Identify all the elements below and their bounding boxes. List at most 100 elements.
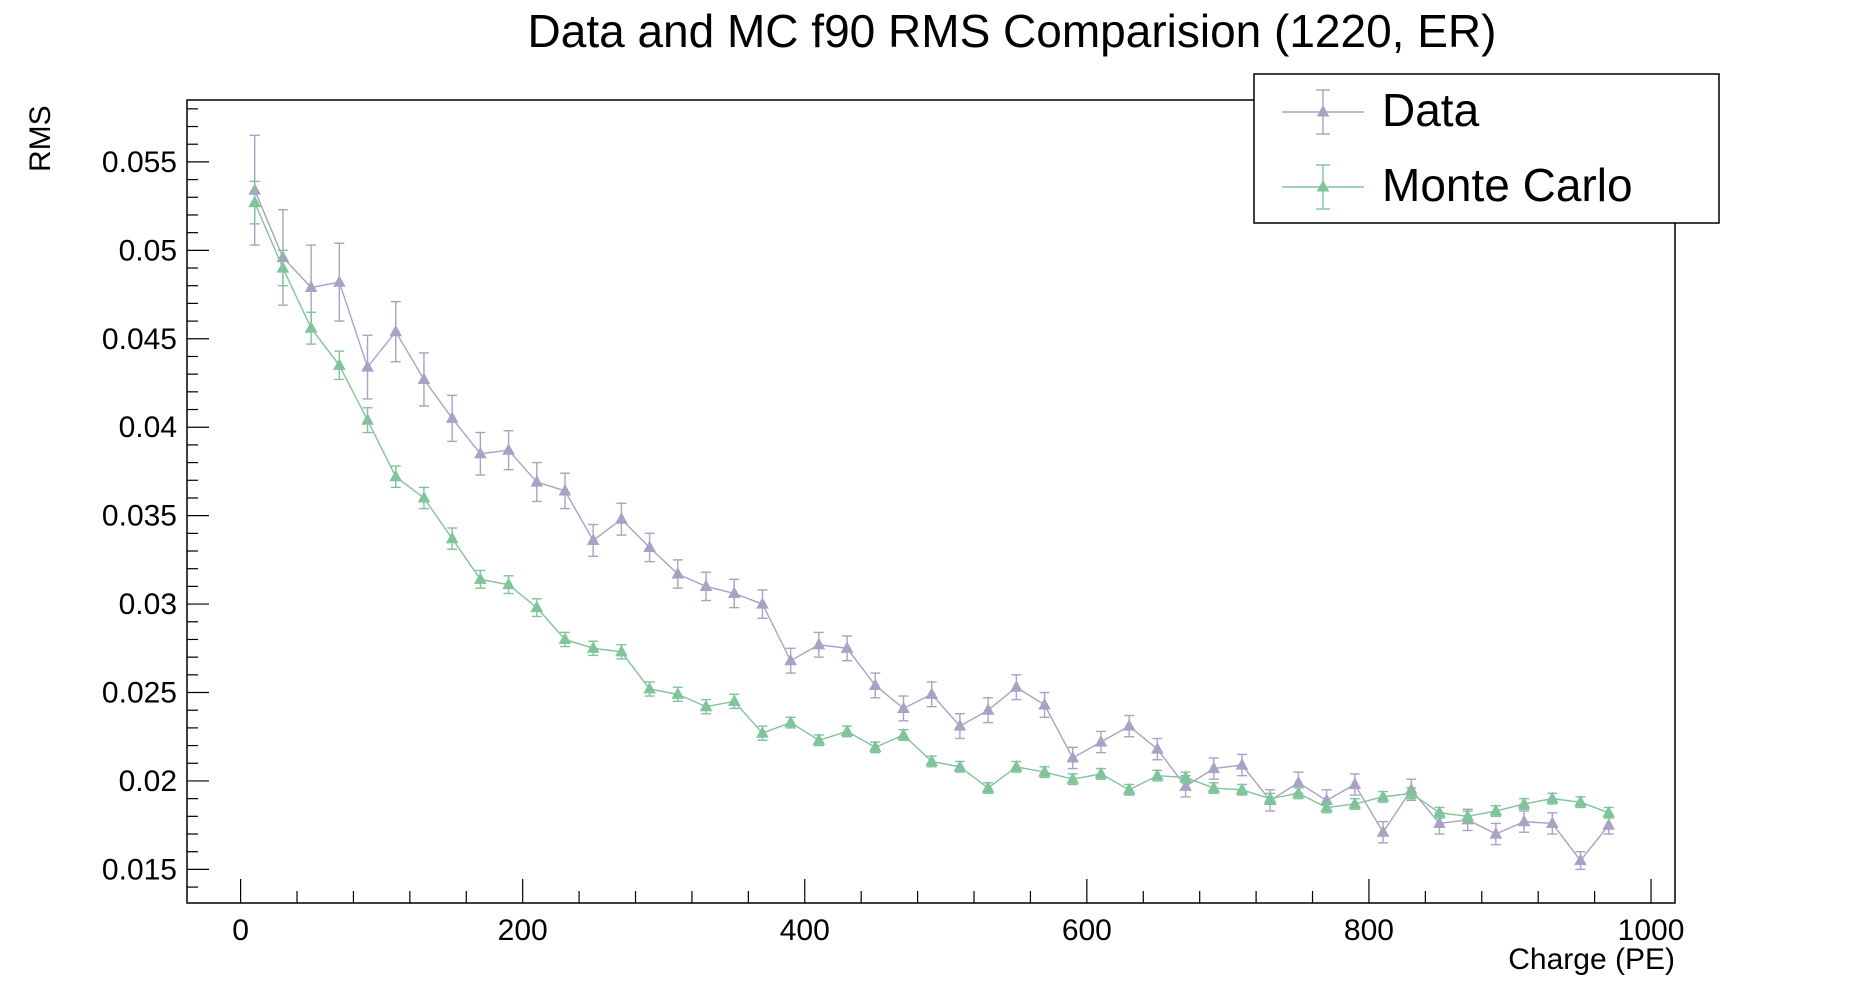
data-point xyxy=(699,579,713,591)
y-tick-label: 0.025 xyxy=(102,677,177,710)
data-point xyxy=(756,597,769,609)
data-point xyxy=(925,687,939,699)
data-point xyxy=(1602,805,1616,818)
data-point xyxy=(1010,759,1023,772)
data-point xyxy=(981,781,995,793)
data-point xyxy=(1348,796,1362,809)
x-tick-label: 200 xyxy=(498,914,548,947)
plot-area: 0.015 0.02 0.025 0.03 0.035 0.04 0.045 0.05 0.05… xyxy=(102,99,1684,947)
data-point xyxy=(389,469,403,482)
data-point xyxy=(1489,804,1503,816)
y-tick-label: 0.04 xyxy=(119,411,177,444)
y-tick-label: 0.045 xyxy=(102,323,177,356)
data-point xyxy=(784,715,797,728)
data-point xyxy=(1010,680,1023,692)
legend-marker xyxy=(1316,180,1330,192)
data-point xyxy=(897,727,910,740)
series-monte-carlo xyxy=(248,180,1616,823)
data-point xyxy=(333,275,346,287)
legend: Data Monte Carlo xyxy=(1253,73,1720,224)
x-axis-label: Charge (PE) xyxy=(1508,943,1675,976)
data-point xyxy=(1151,768,1164,781)
y-axis: 0.015 0.02 0.025 0.03 0.035 0.04 0.045 0.05 0.05… xyxy=(102,108,209,888)
data-point xyxy=(1602,818,1616,830)
data-point xyxy=(812,733,826,745)
y-axis-label: RMS xyxy=(24,105,57,172)
data-point xyxy=(333,358,346,370)
data-point xyxy=(840,641,854,653)
y-tick-label: 0.055 xyxy=(102,146,177,179)
data-point xyxy=(1151,742,1164,754)
data-point xyxy=(1066,750,1080,763)
x-tick-label: 1000 xyxy=(1618,914,1685,947)
y-tick-label: 0.03 xyxy=(119,588,177,621)
data-point xyxy=(1122,719,1136,731)
data-point xyxy=(868,740,882,752)
y-tick-label: 0.02 xyxy=(119,765,177,798)
data-point xyxy=(558,483,572,496)
series-line xyxy=(254,202,1609,818)
data-point xyxy=(304,280,318,293)
data-point xyxy=(756,726,769,738)
data-point xyxy=(1574,853,1587,866)
data-point xyxy=(1376,789,1390,802)
plot-frame xyxy=(186,99,1676,904)
x-axis: 0 200 400 600 800 1000 xyxy=(232,879,1684,947)
data-point xyxy=(361,360,374,372)
data-point xyxy=(502,577,515,590)
data-point xyxy=(1179,779,1192,791)
data-point xyxy=(586,641,600,653)
data-point xyxy=(1066,772,1080,784)
data-point xyxy=(1461,809,1474,821)
data-point xyxy=(1574,795,1587,807)
data-point xyxy=(671,687,685,699)
legend-box xyxy=(1253,73,1720,224)
data-point xyxy=(361,413,374,425)
data-point xyxy=(530,475,544,487)
data-point xyxy=(840,724,854,736)
data-point xyxy=(671,567,685,579)
data-point xyxy=(1038,765,1051,777)
data-point xyxy=(1235,782,1249,795)
data-point xyxy=(1207,781,1221,793)
chart-title: Data and MC f90 RMS Comparision (1220, E… xyxy=(528,5,1497,57)
data-point xyxy=(1348,777,1362,790)
x-tick-label: 600 xyxy=(1062,914,1112,947)
data-point xyxy=(1545,816,1559,828)
data-point xyxy=(1545,791,1559,804)
y-tick-label: 0.035 xyxy=(102,500,177,533)
data-point xyxy=(1292,775,1305,788)
data-point xyxy=(276,261,290,273)
legend-entry: Monte Carlo xyxy=(1282,159,1633,211)
legend-label: Monte Carlo xyxy=(1382,159,1633,211)
data-point xyxy=(615,644,628,657)
data-point xyxy=(530,600,544,613)
data-point xyxy=(474,446,487,459)
legend-label: Data xyxy=(1382,84,1480,136)
data-point xyxy=(727,694,741,706)
data-point xyxy=(1376,825,1390,837)
data-point xyxy=(389,324,403,337)
x-tick-label: 800 xyxy=(1344,914,1394,947)
data-point xyxy=(1292,786,1305,798)
data-point xyxy=(1207,761,1221,774)
data-point xyxy=(1517,796,1531,809)
legend-marker xyxy=(1316,105,1330,117)
data-point xyxy=(586,533,600,545)
series-layer xyxy=(248,134,1616,871)
data-point xyxy=(925,754,939,767)
data-point xyxy=(558,632,572,645)
data-point xyxy=(1320,800,1333,813)
data-point xyxy=(615,512,628,524)
x-tick-label: 0 xyxy=(232,914,249,947)
y-tick-label: 0.05 xyxy=(119,234,177,267)
data-point xyxy=(953,759,967,772)
data-point xyxy=(304,321,318,333)
data-point xyxy=(953,719,967,731)
data-point xyxy=(417,372,431,385)
data-point xyxy=(1094,735,1108,747)
x-tick-label: 400 xyxy=(780,914,830,947)
legend-entries: Data Monte Carlo xyxy=(1282,84,1633,211)
data-point xyxy=(502,443,515,455)
